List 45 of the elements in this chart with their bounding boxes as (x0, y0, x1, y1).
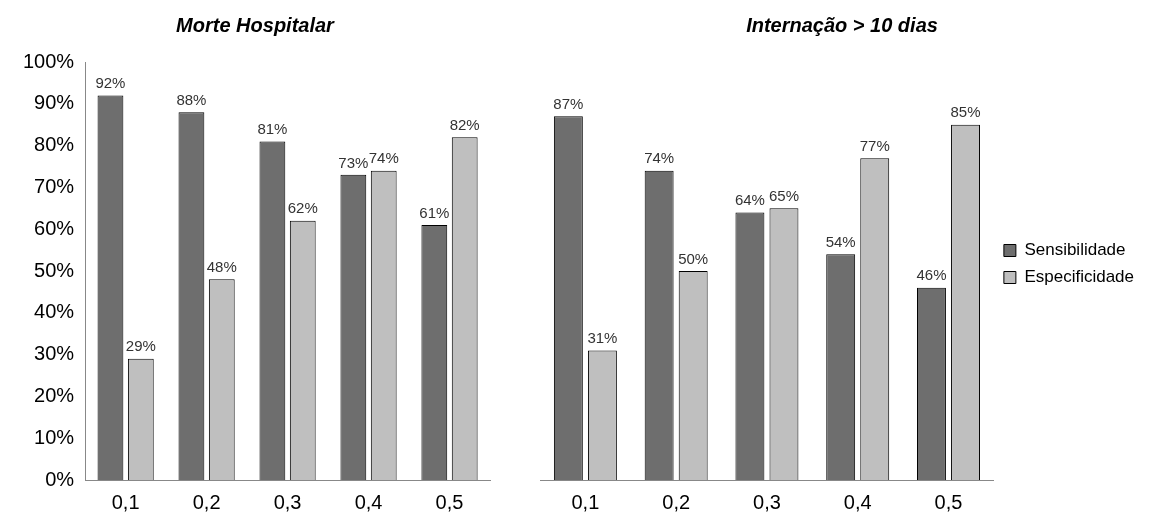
data-label: 87% (553, 94, 584, 112)
data-label: 74% (644, 149, 675, 167)
data-label: 54% (825, 232, 856, 250)
x-tick-label: 0,5 (934, 490, 963, 513)
y-tick-label: 90% (34, 91, 75, 114)
data-label: 77% (859, 136, 890, 154)
y-tick-label: 100% (23, 49, 75, 72)
data-label: 61% (419, 203, 450, 221)
data-label: 65% (768, 186, 799, 204)
x-tick-label: 0,2 (662, 490, 691, 513)
data-label: 31% (587, 329, 618, 347)
y-tick-label: 0% (45, 467, 75, 490)
data-label: 64% (734, 191, 765, 209)
y-tick-label: 30% (34, 342, 75, 365)
x-tick-label: 0,1 (111, 490, 140, 513)
data-label: 50% (678, 249, 709, 267)
y-tick-label: 20% (34, 383, 75, 406)
legend-label: Sensibilidade (1024, 240, 1126, 260)
x-tick-label: 0,5 (435, 490, 464, 513)
data-label: 85% (950, 103, 981, 121)
chart-title: Morte Hospitalar (176, 13, 336, 36)
data-label: 48% (206, 258, 237, 275)
data-label: 46% (916, 266, 947, 284)
data-label: 88% (176, 90, 207, 108)
x-tick-label: 0,4 (354, 490, 383, 513)
y-tick-label: 40% (34, 300, 75, 323)
y-tick-label: 50% (34, 258, 75, 281)
chart-title: Internação > 10 dias (746, 13, 938, 36)
legend-label: Especificidade (1024, 267, 1134, 287)
data-label: 92% (95, 74, 126, 92)
y-tick-label: 60% (34, 216, 75, 239)
data-label: 82% (449, 115, 480, 133)
y-tick-label: 10% (34, 425, 75, 448)
data-label: 62% (287, 199, 318, 217)
x-tick-label: 0,4 (843, 490, 872, 513)
x-tick-label: 0,2 (192, 490, 221, 513)
data-label: 81% (257, 120, 288, 138)
data-label: 73% (338, 153, 369, 171)
y-tick-label: 70% (34, 174, 75, 197)
x-tick-label: 0,3 (273, 490, 302, 513)
data-label: 74% (368, 149, 399, 167)
x-tick-label: 0,3 (753, 490, 781, 513)
y-tick-label: 80% (34, 133, 75, 156)
data-label: 29% (125, 337, 156, 355)
x-tick-label: 0,1 (571, 490, 600, 513)
